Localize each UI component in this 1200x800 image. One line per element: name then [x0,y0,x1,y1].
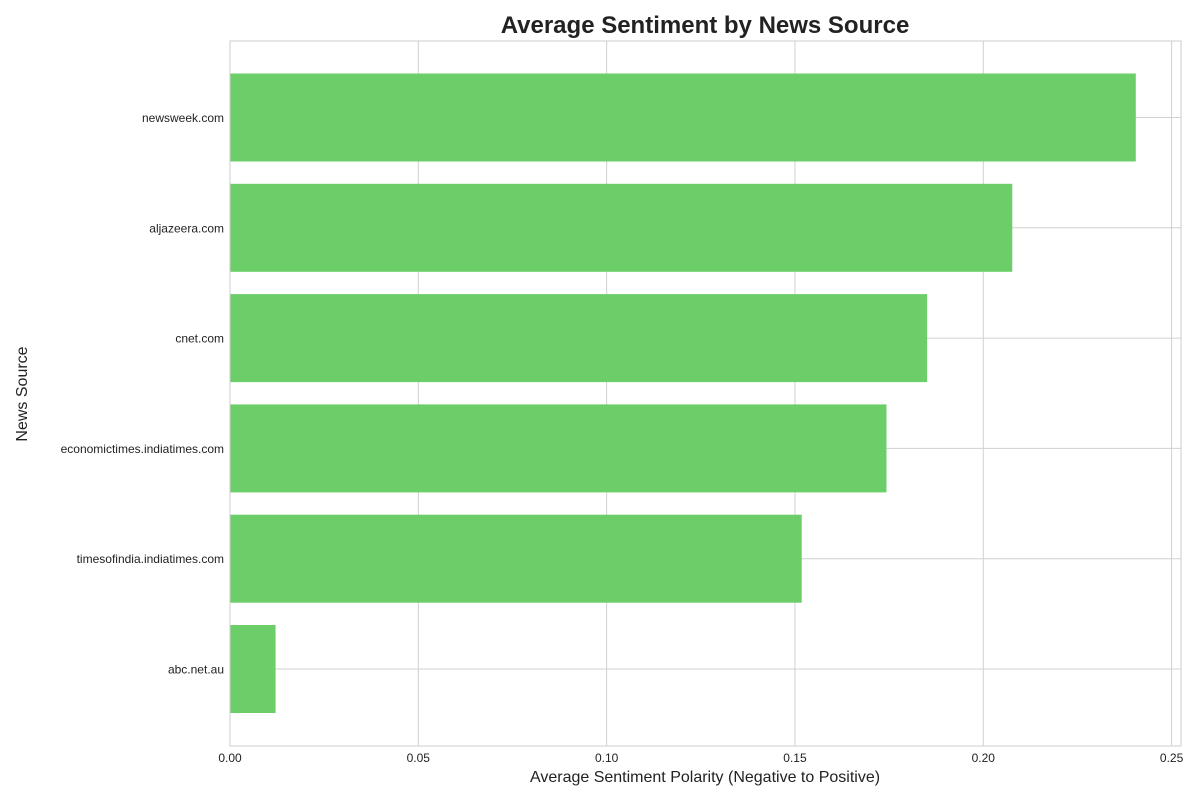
x-tick-labels: 0.00 0.05 0.10 0.15 0.20 0.25 [218,751,1183,765]
x-tick-label: 0.15 [783,751,807,765]
y-tick-label: abc.net.au [168,663,224,677]
y-tick-label: cnet.com [175,332,224,346]
chart-title: Average Sentiment by News Source [501,12,910,39]
x-axis-label: Average Sentiment Polarity (Negative to … [530,769,880,786]
y-tick-label: economictimes.indiatimes.com [61,442,224,456]
y-axis-label: News Source [14,346,31,441]
x-tick-label: 0.05 [407,751,431,765]
x-tick-label: 0.20 [972,751,996,765]
bars [230,73,1136,713]
bar-newsweek-com [230,73,1136,162]
x-tick-label: 0.25 [1160,751,1184,765]
bar-abc-net-au [230,625,276,713]
bar-timesofindia-indiatimes-com [230,514,802,603]
plot-frame [229,40,1182,747]
x-tick-label: 0.00 [218,751,242,765]
bar-economictimes-indiatimes-com [230,404,887,493]
y-tick-label: aljazeera.com [149,221,224,235]
bar-aljazeera-com [230,183,1013,272]
y-tick-labels: newsweek.com aljazeera.com cnet.com economi… [61,111,224,677]
bar-cnet-com [230,294,928,383]
x-tick-label: 0.10 [595,751,619,765]
y-tick-label: newsweek.com [142,111,224,125]
y-tick-label: timesofindia.indiatimes.com [77,552,224,566]
